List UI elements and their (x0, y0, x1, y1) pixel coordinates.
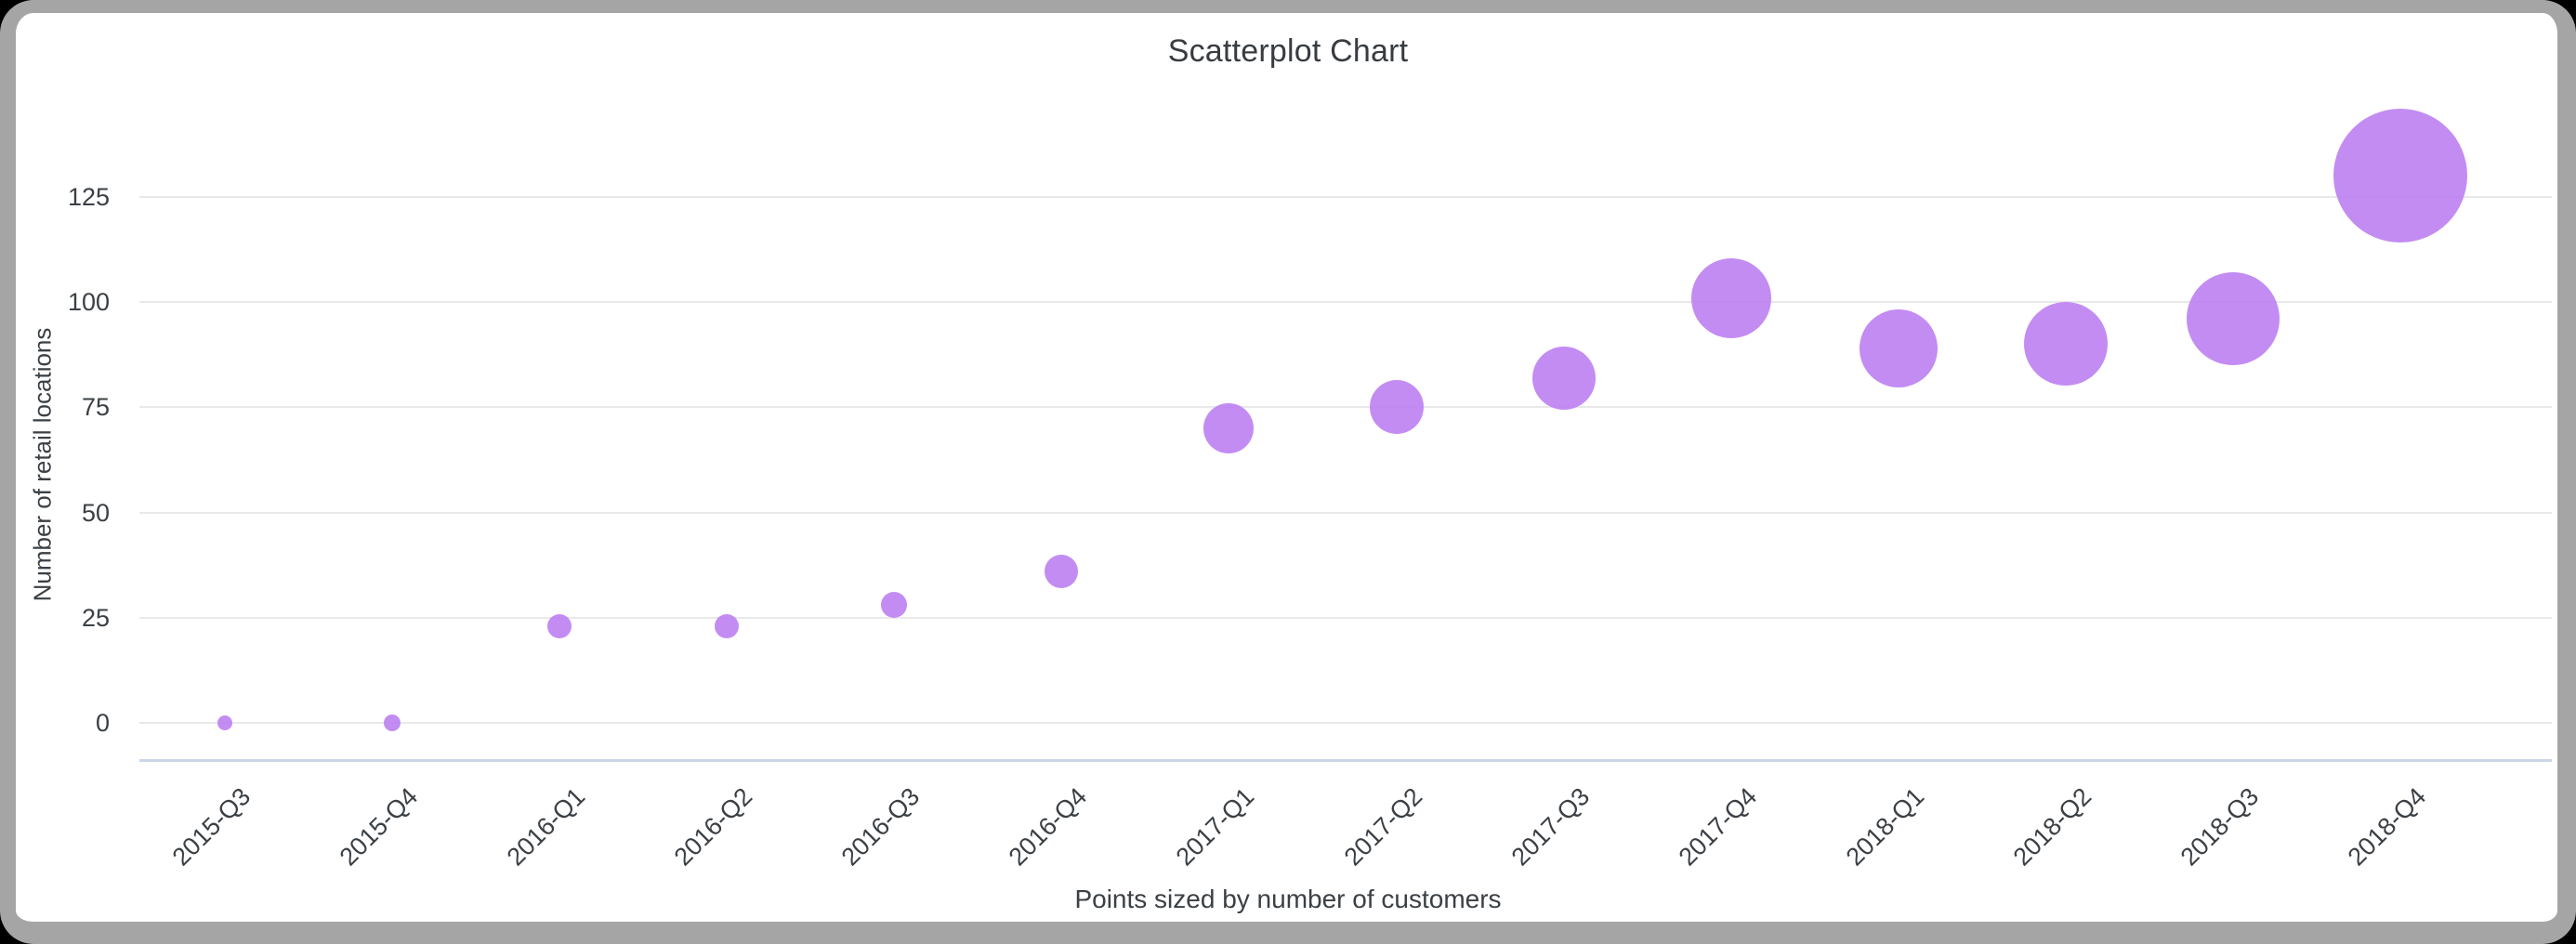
x-tick-label: 2018-Q4 (2342, 782, 2432, 872)
x-tick-label: 2017-Q1 (1171, 782, 1260, 872)
data-point[interactable] (2333, 109, 2467, 243)
data-point[interactable] (2023, 302, 2108, 387)
x-tick-label: 2017-Q3 (1505, 782, 1595, 872)
data-point[interactable] (881, 592, 908, 619)
data-point[interactable] (547, 613, 572, 638)
y-tick-label: 25 (81, 603, 110, 632)
data-point[interactable] (1690, 257, 1771, 338)
gridline (139, 196, 2552, 198)
data-point[interactable] (384, 715, 401, 731)
x-tick-label: 2018-Q3 (2175, 782, 2265, 872)
chart-caption: Points sized by number of customers (1074, 885, 1502, 913)
data-point[interactable] (1203, 403, 1255, 454)
data-point[interactable] (1369, 380, 1424, 435)
x-tick-label: 2015-Q3 (166, 782, 256, 872)
y-tick-label: 0 (95, 709, 110, 737)
x-axis-baseline (139, 759, 2552, 762)
data-point[interactable] (1045, 554, 1079, 588)
y-tick-label: 125 (67, 183, 110, 211)
x-tick-label: 2018-Q2 (2007, 782, 2097, 872)
y-tick-label: 75 (81, 393, 110, 422)
gridline (139, 616, 2552, 619)
gridline (139, 406, 2552, 409)
x-tick-label: 2015-Q4 (334, 782, 424, 872)
x-tick-label: 2016-Q1 (501, 782, 591, 872)
y-tick-label: 50 (81, 498, 110, 527)
x-tick-label: 2017-Q2 (1338, 782, 1427, 872)
x-tick-label: 2017-Q4 (1673, 782, 1762, 872)
data-point[interactable] (217, 715, 232, 730)
x-tick-label: 2016-Q3 (835, 782, 926, 872)
y-tick-label: 100 (67, 288, 110, 317)
gridline (139, 722, 2552, 724)
gridline (139, 511, 2552, 514)
y-axis-title: Number of retail locations (28, 327, 57, 602)
gridline (139, 301, 2552, 304)
x-tick-label: 2016-Q2 (668, 782, 758, 872)
x-tick-label: 2016-Q4 (1004, 782, 1093, 872)
chart-title: Scatterplot Chart (1167, 33, 1409, 69)
data-point[interactable] (2186, 272, 2280, 366)
data-point[interactable] (1859, 309, 1938, 387)
data-point[interactable] (1531, 346, 1596, 410)
data-point[interactable] (715, 613, 740, 638)
x-tick-label: 2018-Q1 (1840, 782, 1929, 872)
